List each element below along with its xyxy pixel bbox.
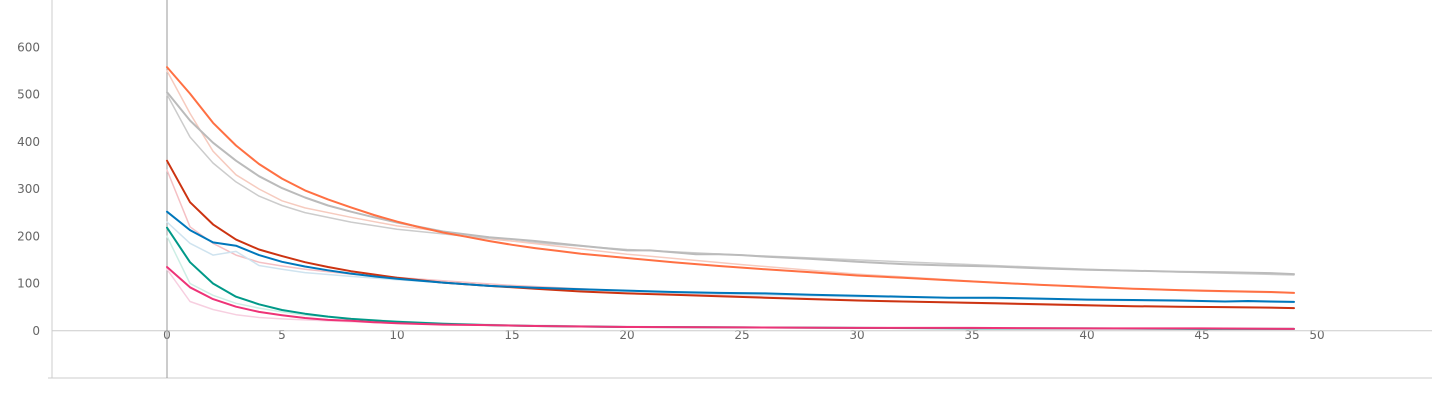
x-tick-label: 50 xyxy=(1309,328,1324,342)
x-tick-label: 15 xyxy=(504,328,519,342)
series-line-7 xyxy=(166,91,1295,276)
y-tick-label: 400 xyxy=(17,135,40,149)
series-line-5 xyxy=(166,235,1295,330)
y-tick-label: 500 xyxy=(17,88,40,102)
series-line-1 xyxy=(166,93,1295,276)
series-line-8 xyxy=(166,66,1295,294)
x-tick-label: 20 xyxy=(619,328,634,342)
series-line-12 xyxy=(166,266,1295,330)
y-tick-label: 200 xyxy=(17,229,40,243)
y-tick-label: 100 xyxy=(17,277,40,291)
series-line-2 xyxy=(166,70,1295,294)
x-tick-label: 35 xyxy=(964,328,979,342)
y-tick-label: 600 xyxy=(17,40,40,54)
x-tick-label: 30 xyxy=(849,328,864,342)
series-line-11 xyxy=(166,226,1295,330)
series-line-4 xyxy=(166,221,1295,304)
series-line-9 xyxy=(166,159,1295,310)
y-tick-label: 0 xyxy=(32,324,40,338)
series-group xyxy=(166,66,1295,330)
x-tick-label: 40 xyxy=(1079,328,1094,342)
x-tick-label: 25 xyxy=(734,328,749,342)
x-tick-label: 45 xyxy=(1194,328,1209,342)
y-axis: 0 100 200 300 400 500 600 xyxy=(17,0,53,379)
series-line-10 xyxy=(166,210,1295,303)
y-tick-label: 300 xyxy=(17,182,40,196)
x-tick-label: 5 xyxy=(278,328,286,342)
x-tick-label: 10 xyxy=(389,328,404,342)
y-tick-labels: 0 100 200 300 400 500 600 xyxy=(17,40,52,379)
